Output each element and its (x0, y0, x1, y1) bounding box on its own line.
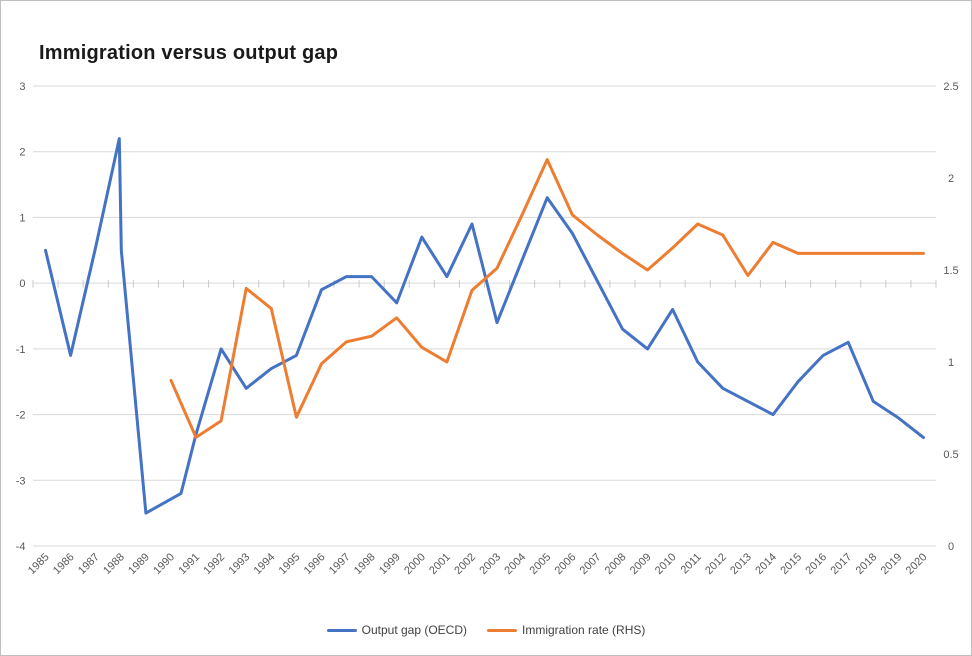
series-line-output-gap (44, 137, 925, 515)
left-axis-tick-label: 2 (19, 147, 25, 159)
legend-swatch-immigration-rate (487, 628, 517, 632)
left-axis-tick-label: -2 (16, 410, 26, 422)
right-axis-tick-label: 2.5 (943, 81, 958, 93)
x-axis-tick-label: 1997 (327, 551, 353, 577)
left-axis-tick-label: 3 (19, 81, 25, 93)
x-axis-tick-label: 2019 (879, 551, 905, 577)
left-axis-tick-label: -1 (16, 344, 26, 356)
x-axis-tick-label: 2002 (452, 551, 478, 577)
left-axis-tick-label: -4 (16, 541, 26, 553)
right-axis-tick-label: 1.5 (943, 265, 958, 277)
x-axis-tick-label: 1987 (76, 551, 102, 577)
chart-legend: Output gap (OECD) Immigration rate (RHS) (0, 621, 972, 639)
left-axis-tick-label: -3 (16, 475, 26, 487)
x-axis-tick-label: 1991 (176, 551, 202, 577)
x-axis-tick-label: 2020 (904, 551, 930, 577)
x-axis-tick-label: 2004 (502, 551, 528, 577)
legend-label-output-gap: Output gap (OECD) (361, 623, 467, 637)
legend-item-immigration-rate: Immigration rate (RHS) (487, 623, 645, 637)
x-axis-tick-label: 2006 (553, 551, 579, 577)
x-axis-tick-label: 1992 (201, 551, 227, 577)
x-axis-tick-label: 2009 (628, 551, 654, 577)
right-axis-tick-label: 2 (948, 173, 954, 185)
right-axis-tick-label: 0.5 (943, 449, 958, 461)
x-axis-tick-label: 1995 (277, 551, 303, 577)
x-axis-tick-label: 1998 (352, 551, 378, 577)
legend-item-output-gap: Output gap (OECD) (326, 623, 467, 637)
right-axis-tick-label: 0 (948, 541, 954, 553)
x-axis-tick-label: 2003 (477, 551, 503, 577)
x-axis-tick-label: 1986 (51, 551, 77, 577)
x-axis-tick-label: 1990 (151, 551, 177, 577)
right-axis-tick-label: 1 (948, 357, 954, 369)
x-axis-tick-label: 1989 (126, 551, 152, 577)
x-axis-tick-label: 2011 (679, 551, 704, 576)
legend-label-immigration-rate: Immigration rate (RHS) (522, 623, 646, 637)
x-axis-tick-label: 2008 (603, 551, 629, 577)
x-axis-tick-label: 2012 (703, 551, 729, 577)
chart-title: Immigration versus output gap (39, 42, 339, 65)
x-axis-tick-label: 1985 (26, 551, 52, 577)
x-axis-tick-label: 1996 (302, 551, 328, 577)
x-axis-tick-label: 2005 (528, 551, 554, 577)
x-axis-tick-label: 2014 (753, 551, 779, 577)
x-axis-tick-label: 2007 (578, 551, 604, 577)
x-axis-tick-label: 1994 (252, 551, 278, 577)
left-axis-tick-label: 0 (19, 278, 25, 290)
x-axis-tick-label: 2015 (778, 551, 804, 577)
x-axis-tick-label: 2016 (803, 551, 829, 577)
legend-swatch-output-gap (326, 628, 357, 632)
x-axis-tick-label: 1999 (377, 551, 403, 577)
x-axis-tick-label: 1988 (101, 551, 127, 577)
x-axis-tick-label: 2013 (728, 551, 754, 577)
x-axis-tick-label: 1993 (227, 551, 253, 577)
left-axis-tick-label: 1 (19, 212, 25, 224)
series-line-immigration-rate (169, 158, 925, 439)
x-axis-tick-label: 2010 (653, 551, 679, 577)
x-axis-tick-label: 2000 (402, 551, 428, 577)
x-axis-tick-label: 2017 (829, 551, 855, 577)
x-axis-tick-label: 2018 (854, 551, 880, 577)
x-axis-tick-label: 2001 (427, 551, 453, 577)
